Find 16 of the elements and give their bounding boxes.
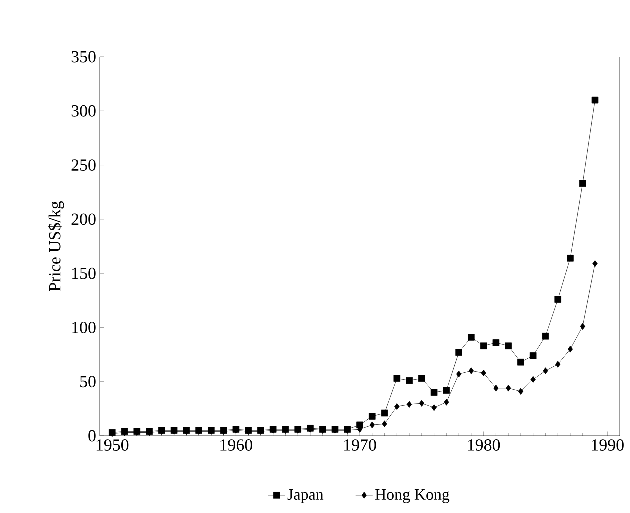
y-tick-label: 250 [72, 160, 96, 172]
y-axis-title: Price US$/kg [48, 201, 64, 292]
y-tick-label: 100 [72, 322, 96, 334]
y-tick-label: 200 [72, 214, 96, 226]
y-tick-label: 150 [72, 268, 96, 280]
x-tick-label: 1960 [220, 440, 252, 451]
y-tick-label: 300 [72, 105, 96, 117]
legend-label: Japan [288, 489, 324, 504]
x-tick-label: 1980 [468, 440, 500, 451]
y-tick-label: 350 [72, 51, 96, 63]
legend-label: Hong Kong [376, 489, 450, 504]
x-tick-label: 1970 [344, 440, 376, 451]
y-tick-label: 50 [80, 376, 96, 388]
y-tick-label: 0 [88, 430, 96, 442]
x-tick-label: 1950 [96, 440, 129, 451]
x-tick-label: 1990 [592, 440, 624, 451]
